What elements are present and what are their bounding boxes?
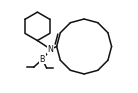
- Text: B: B: [40, 55, 45, 64]
- Text: N: N: [48, 45, 54, 54]
